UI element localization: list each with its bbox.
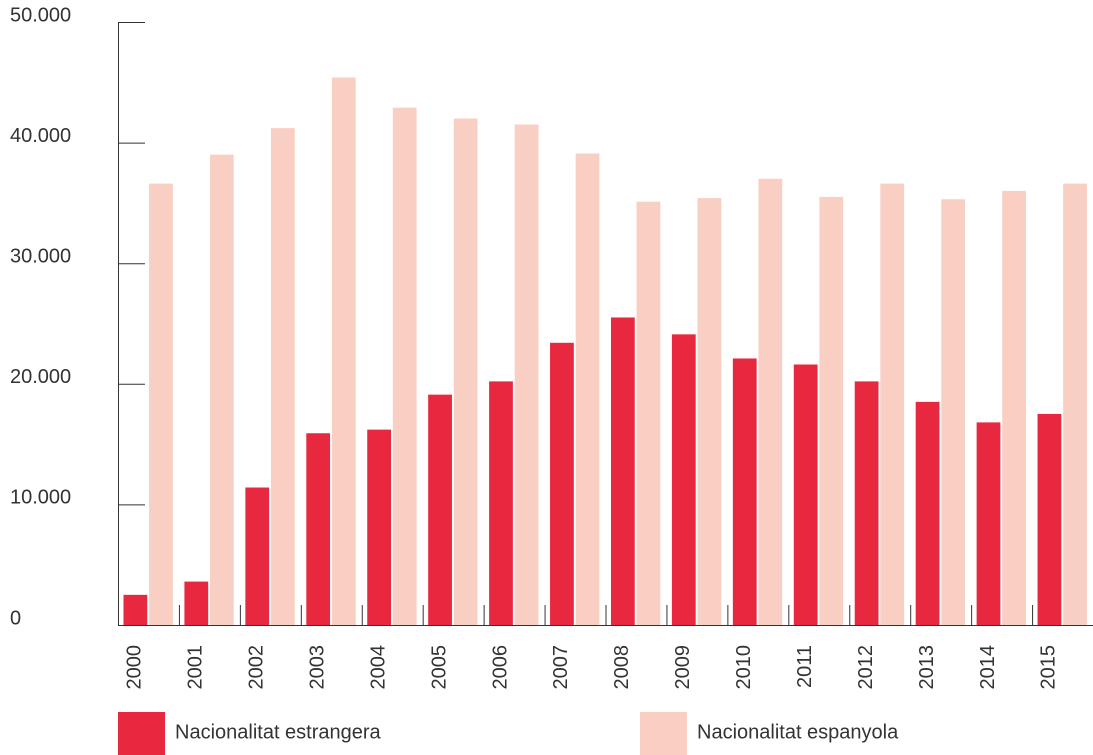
bar — [793, 364, 818, 625]
x-tick-label: 2000 — [124, 645, 146, 690]
bar — [550, 342, 574, 625]
x-tick-label: 2013 — [916, 645, 938, 690]
bar — [732, 358, 757, 625]
bar — [514, 124, 539, 625]
bar — [1037, 413, 1062, 625]
bar — [575, 153, 600, 626]
bar — [1063, 183, 1087, 625]
y-tick-label: 10.000 — [10, 487, 71, 509]
bar — [331, 77, 356, 625]
x-tick-label: 2011 — [794, 645, 816, 688]
bar — [367, 429, 391, 625]
x-tick-label: 2007 — [550, 645, 572, 690]
legend-label: Nacionalitat estrangera — [175, 721, 382, 743]
x-tick-label: 2009 — [672, 645, 694, 690]
x-tick-label: 2015 — [1038, 645, 1060, 690]
x-tick-label: 2005 — [428, 645, 450, 690]
bar — [123, 594, 148, 625]
bar — [210, 154, 234, 625]
bar — [1002, 190, 1026, 625]
bar — [453, 118, 478, 625]
bar — [880, 183, 905, 625]
bar — [636, 201, 661, 625]
legend-swatch — [118, 712, 165, 755]
y-tick-label: 50.000 — [10, 4, 71, 26]
bar — [270, 128, 295, 626]
bar — [489, 381, 513, 625]
bar — [976, 422, 1001, 625]
x-tick-label: 2012 — [855, 645, 877, 690]
y-tick-label: 0 — [10, 607, 21, 629]
bar — [149, 183, 173, 625]
bar — [610, 317, 635, 625]
bar — [758, 178, 783, 625]
x-tick-label: 2014 — [977, 645, 999, 690]
x-tick-label: 2010 — [733, 645, 755, 690]
x-tick-label: 2004 — [367, 645, 389, 690]
y-tick-label: 20.000 — [10, 366, 71, 388]
x-tick-label: 2001 — [185, 645, 207, 690]
x-tick-label: 2002 — [246, 645, 268, 690]
bar — [854, 381, 879, 625]
bar — [941, 199, 966, 626]
bar — [819, 196, 844, 625]
bar — [915, 401, 940, 625]
bar — [671, 334, 696, 625]
legend-swatch — [640, 712, 687, 755]
bar — [245, 487, 270, 625]
bar — [184, 581, 209, 625]
legend-label: Nacionalitat espanyola — [697, 721, 899, 743]
bar — [697, 198, 722, 626]
x-tick-label: 2008 — [611, 645, 633, 690]
bar — [392, 107, 417, 626]
y-tick-label: 40.000 — [10, 125, 71, 147]
y-tick-label: 30.000 — [10, 245, 71, 267]
bar — [306, 433, 331, 625]
bar — [428, 394, 452, 625]
x-tick-label: 2006 — [489, 645, 511, 690]
x-tick-label: 2003 — [306, 645, 328, 690]
